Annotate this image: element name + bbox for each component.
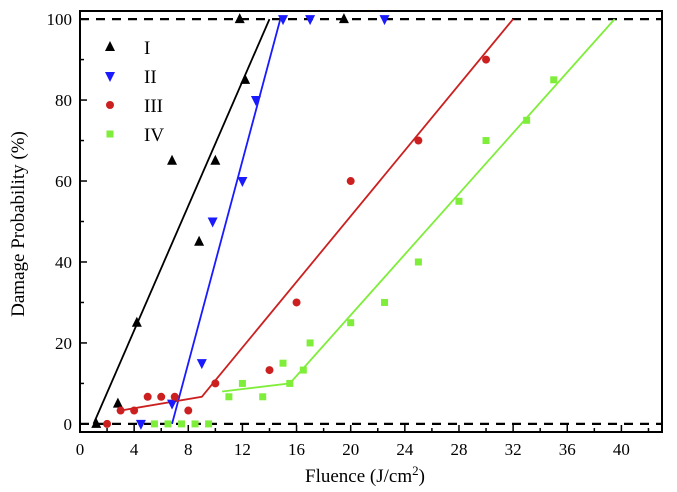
data-point	[135, 419, 146, 430]
data-point	[306, 339, 314, 347]
data-point	[234, 13, 245, 24]
data-point	[279, 359, 287, 367]
data-point	[112, 397, 123, 408]
data-point	[157, 392, 166, 401]
data-point	[106, 101, 114, 109]
data-point	[482, 55, 491, 64]
x-tick-label: 20	[342, 440, 359, 459]
data-point	[265, 366, 274, 375]
data-point	[184, 406, 193, 415]
y-tick-label: 20	[55, 334, 72, 353]
data-point	[170, 392, 179, 401]
plot-frame	[79, 10, 663, 433]
data-point	[194, 235, 205, 246]
y-tick-label: 60	[55, 172, 72, 191]
data-point	[292, 298, 301, 307]
data-point	[338, 13, 349, 24]
data-point	[299, 366, 307, 374]
data-point	[237, 177, 248, 188]
x-tick-label: 24	[396, 440, 414, 459]
data-point	[91, 417, 102, 428]
data-point	[259, 393, 267, 401]
data-point	[278, 15, 289, 26]
data-point	[482, 137, 490, 145]
data-point	[240, 73, 251, 84]
data-point	[523, 116, 531, 124]
data-point	[225, 393, 233, 401]
data-point	[381, 298, 389, 306]
data-point	[207, 217, 218, 228]
y-tick-label: 40	[55, 253, 72, 272]
legend-label: II	[144, 67, 157, 88]
x-tick-label: 12	[234, 440, 251, 459]
data-point	[116, 406, 125, 415]
fit-line-iv	[222, 18, 616, 393]
x-tick-label: 4	[130, 440, 139, 459]
data-point	[238, 379, 246, 387]
axes: 0 4 8 12 16 20 24 28 32 36 40 0 20 40 60 80 100	[47, 10, 663, 459]
y-tick-label: 80	[55, 91, 72, 110]
data-point	[103, 419, 112, 428]
legend-label: I	[144, 38, 150, 59]
data-point	[105, 72, 115, 82]
data-point	[167, 399, 178, 410]
data-point	[131, 316, 142, 327]
data-point	[250, 96, 261, 107]
data-point	[305, 15, 316, 26]
x-tick-label: 0	[76, 440, 85, 459]
data-point	[414, 136, 423, 145]
x-tick-label: 40	[613, 440, 630, 459]
data-point	[130, 406, 139, 415]
legend-label: III	[144, 96, 163, 117]
plot-content	[80, 13, 662, 430]
data-point	[347, 319, 355, 327]
data-point	[205, 420, 213, 428]
y-axis-title: Damage Probability (%)	[8, 131, 29, 317]
x-tick-label: 32	[505, 440, 522, 459]
data-point	[105, 41, 115, 51]
data-point	[210, 154, 221, 165]
y-tick-label: 100	[47, 10, 73, 29]
data-point	[164, 420, 172, 428]
data-point	[167, 154, 178, 165]
fit-line-i	[92, 18, 271, 425]
legend-label: IV	[144, 125, 164, 146]
data-point	[379, 15, 390, 26]
plot-area	[80, 13, 662, 430]
data-point	[346, 177, 355, 186]
x-axis-title-superscript: 2	[412, 463, 419, 478]
data-point	[178, 420, 186, 428]
data-point	[550, 76, 558, 84]
data-point	[196, 359, 207, 370]
x-tick-label: 28	[450, 440, 467, 459]
data-point	[150, 420, 158, 428]
x-tick-label: 36	[559, 440, 576, 459]
data-point	[191, 420, 199, 428]
fit-line-iii	[120, 18, 514, 412]
y-tick-label: 0	[64, 415, 73, 434]
fit-line-ii	[171, 18, 282, 425]
data-point	[211, 379, 220, 388]
data-point	[286, 379, 294, 387]
data-point	[143, 392, 152, 401]
data-point	[455, 197, 463, 205]
data-point	[414, 258, 422, 266]
x-tick-label: 8	[184, 440, 193, 459]
x-tick-label: 16	[288, 440, 305, 459]
x-axis-title: Fluence (J/cm2)	[305, 463, 425, 487]
data-point	[106, 130, 114, 138]
